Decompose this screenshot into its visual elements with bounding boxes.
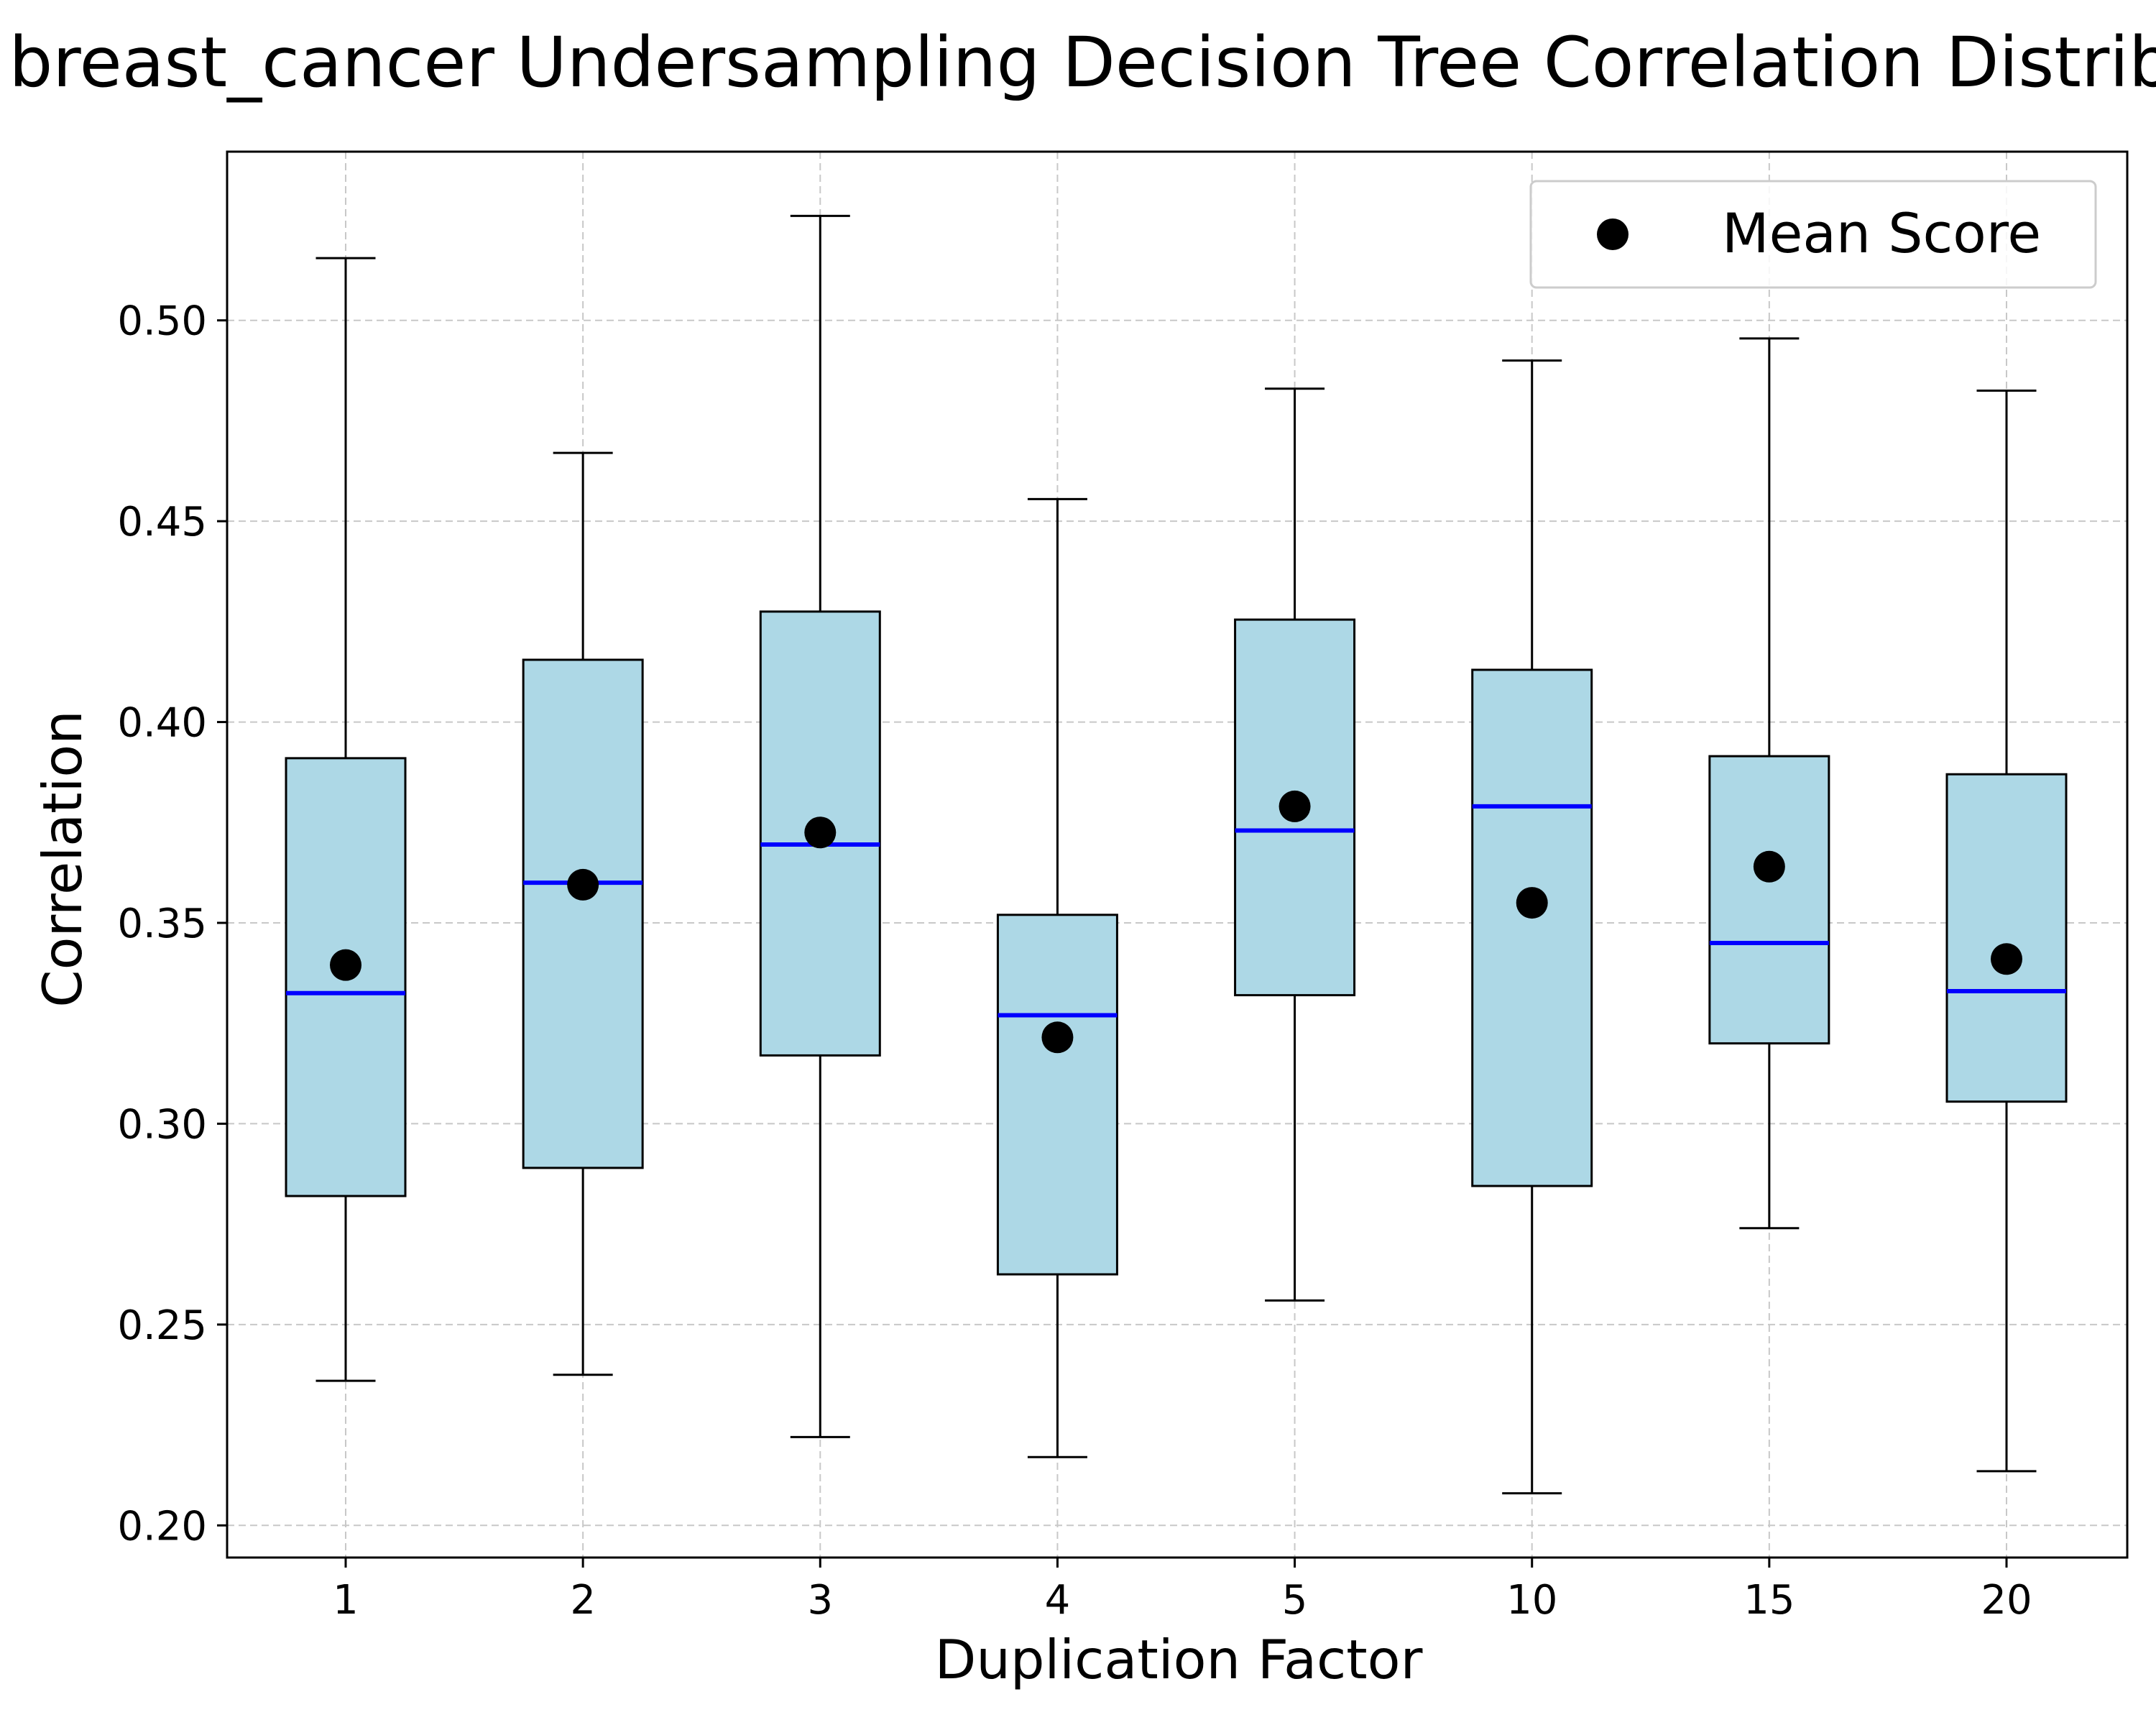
mean-point-factor-20 xyxy=(1991,943,2022,975)
y-tick-label: 0.35 xyxy=(117,901,207,947)
box-factor-10 xyxy=(1471,668,1593,1187)
legend-label: Mean Score xyxy=(1722,201,2041,265)
plot-frame xyxy=(226,150,2129,1559)
x-tick-label: 1 xyxy=(333,1577,359,1624)
box-factor-4 xyxy=(996,914,1118,1276)
y-tick-label: 0.25 xyxy=(117,1302,207,1349)
x-tick-label: 10 xyxy=(1506,1577,1557,1624)
y-axis-label: Correlation xyxy=(31,710,94,1008)
mean-point-factor-5 xyxy=(1279,790,1311,822)
mean-point-factor-10 xyxy=(1516,887,1548,919)
y-tick-label: 0.20 xyxy=(117,1503,207,1550)
x-tick-label: 3 xyxy=(807,1577,833,1624)
legend-mean-marker xyxy=(1597,218,1628,250)
mean-point-factor-4 xyxy=(1041,1021,1074,1054)
y-tick-label: 0.40 xyxy=(117,700,207,747)
y-tick-label: 0.50 xyxy=(117,298,207,345)
x-tick-label: 2 xyxy=(570,1577,596,1624)
x-tick-label: 5 xyxy=(1282,1577,1308,1624)
mean-point-factor-15 xyxy=(1753,850,1785,883)
box-factor-20 xyxy=(1945,773,2068,1103)
y-tick-label: 0.30 xyxy=(117,1101,207,1148)
box-factor-15 xyxy=(1708,755,1830,1045)
x-axis-label: Duplication Factor xyxy=(935,1628,1423,1691)
chart-title: breast_cancer Undersampling Decision Tre… xyxy=(9,22,2156,103)
x-tick-label: 15 xyxy=(1743,1577,1795,1624)
box-factor-2 xyxy=(522,658,644,1169)
mean-point-factor-2 xyxy=(567,868,599,901)
mean-point-factor-3 xyxy=(804,816,837,849)
y-tick-label: 0.45 xyxy=(117,499,207,546)
x-tick-label: 20 xyxy=(1981,1577,2032,1624)
legend-box xyxy=(1529,180,2097,289)
x-tick-label: 4 xyxy=(1045,1577,1071,1624)
plot-area: 0.20 0.25 0.30 0.35 0.40 0.45 0.50 1 2 3 4 5 10 15 20 M… xyxy=(117,150,2129,1624)
mean-point-factor-1 xyxy=(330,949,361,981)
